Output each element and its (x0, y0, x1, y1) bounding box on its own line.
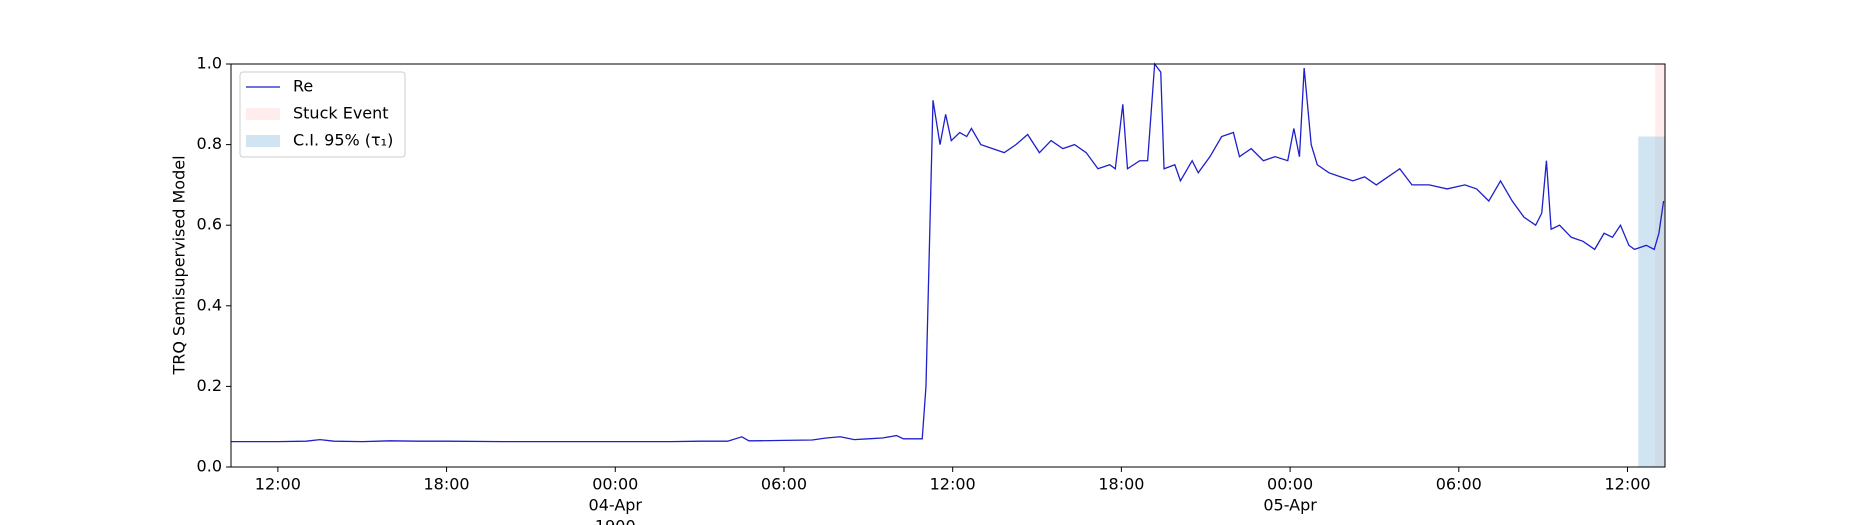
line (231, 62, 1665, 443)
legend-label: C.I. 95% (τ₁) (293, 131, 393, 150)
x-tick-label: 12:00 (255, 475, 301, 494)
legend-swatch (246, 108, 280, 120)
y-tick-label: 0.2 (197, 376, 222, 395)
x-tick-label: 06:00 (1436, 475, 1482, 494)
y-tick-label: 1.0 (197, 54, 222, 73)
legend: Re Stuck Event C.I. 95% (τ₁) (239, 71, 406, 158)
x-tick-label: 18:00 (424, 475, 470, 494)
y-tick-label: 0.0 (197, 457, 222, 476)
x-tick-label: 06:00 (761, 475, 807, 494)
span (1638, 136, 1665, 468)
legend-label: Stuck Event (293, 104, 389, 123)
legend-label: Re (293, 77, 313, 96)
x-tick-label: 12:00 (930, 475, 976, 494)
plot-frame (230, 63, 1666, 468)
x-tick-label: 05-Apr (1263, 496, 1317, 515)
x-tick-label: 12:00 (1604, 475, 1650, 494)
y-tick-label: 0.4 (197, 295, 222, 314)
y-tick-label: 0.6 (197, 215, 222, 234)
x-tick-label: 04-Apr (589, 496, 643, 515)
x-tick-label: 18:00 (1098, 475, 1144, 494)
legend-swatch (246, 135, 280, 147)
x-tick-label: 00:00 (1267, 475, 1313, 494)
x-tick-label: 00:00 (592, 475, 638, 494)
y-tick-label: 0.8 (197, 134, 222, 153)
legend-box (239, 71, 406, 158)
x-tick-label: 1900 (595, 517, 636, 525)
y-axis-label: TRQ Semisupervised Model (170, 155, 189, 375)
